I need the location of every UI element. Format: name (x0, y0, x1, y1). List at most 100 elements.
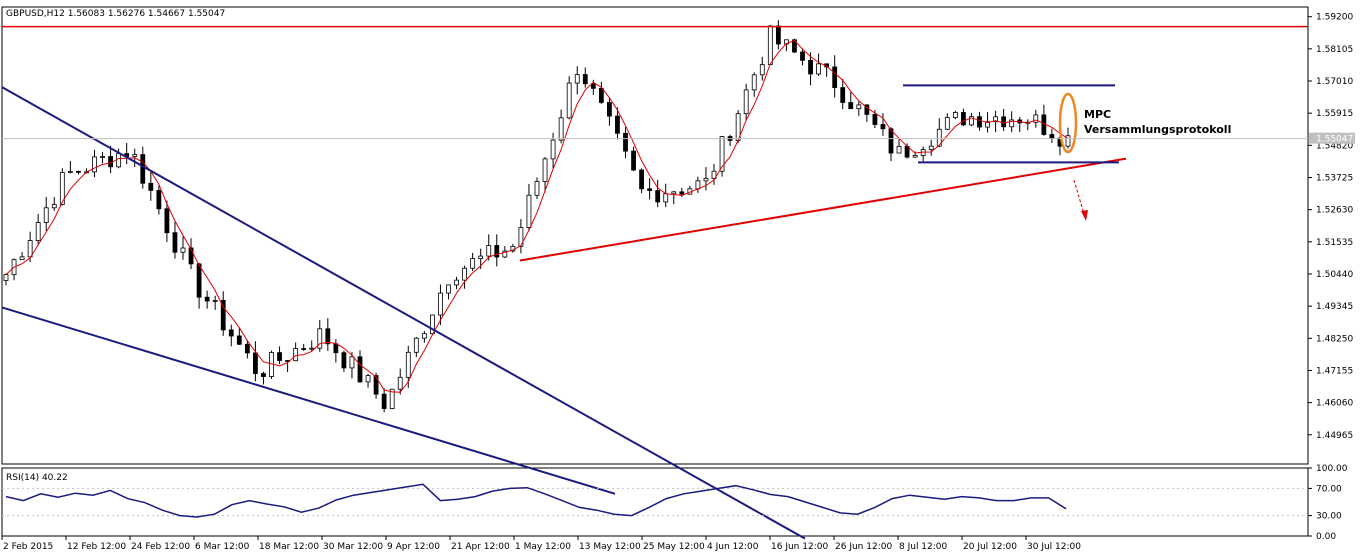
candle (309, 340, 315, 352)
candle (76, 170, 81, 175)
candle (1001, 108, 1007, 131)
candle (775, 20, 781, 50)
candle (759, 56, 765, 81)
candle-body (228, 329, 234, 337)
rsi-axis-label: 30.00 (1316, 512, 1342, 522)
candle (156, 185, 162, 215)
candle-body (647, 188, 653, 191)
candle-body (462, 267, 467, 281)
candle (293, 342, 299, 362)
candle (188, 238, 194, 270)
down-arrow-head (1081, 210, 1088, 221)
candle (558, 109, 564, 144)
candle (357, 350, 363, 383)
candle (695, 176, 701, 193)
candle (253, 341, 258, 382)
candle-body (446, 284, 451, 294)
candle-body (800, 51, 805, 61)
candle (534, 177, 540, 200)
candle (341, 350, 347, 372)
candle (212, 295, 218, 310)
candle (462, 265, 467, 289)
candle-body (566, 82, 572, 119)
candle-body (454, 279, 459, 286)
rsi-axis-label: 0.00 (1316, 532, 1336, 542)
candle (639, 168, 644, 194)
candle-body (631, 150, 636, 171)
candle-body (526, 194, 532, 228)
candle (952, 110, 958, 120)
candle-body (357, 356, 363, 383)
candle-body (1065, 135, 1071, 147)
candle-body (100, 156, 105, 158)
candle-body (325, 328, 331, 345)
candle-body (775, 25, 781, 45)
candle-body (51, 204, 57, 209)
candle-body (1033, 114, 1039, 123)
candle (832, 55, 838, 98)
candle-body (333, 343, 339, 354)
candle (888, 127, 894, 162)
candle (140, 146, 146, 189)
candle (751, 72, 757, 97)
candle-body (196, 263, 202, 298)
candle (767, 24, 773, 66)
annotation-mpc: MPC (1084, 108, 1111, 121)
time-axis-label: 9 Apr 12:00 (387, 542, 440, 552)
price-axis-label: 1.51535 (1316, 238, 1353, 248)
rising-support-line (519, 157, 1127, 262)
candle-body (253, 352, 258, 374)
time-axis-label: 30 Mar 12:00 (323, 542, 383, 552)
candle-body (695, 180, 701, 190)
candle (1033, 109, 1039, 128)
price-axis-label: 1.44965 (1316, 431, 1353, 441)
candle (816, 53, 821, 76)
candle-body (792, 39, 797, 53)
candle-body (405, 351, 411, 378)
time-axis-label: 13 May 12:00 (579, 542, 641, 552)
candle (236, 327, 242, 345)
candle-body (156, 190, 162, 210)
candle (325, 318, 331, 351)
candle (647, 177, 653, 200)
candle-body (977, 116, 982, 128)
time-axis-label: 30 Jul 12:00 (1027, 542, 1081, 552)
candle-body (542, 158, 548, 182)
candle-body (607, 102, 612, 117)
candle (920, 146, 926, 162)
candle (486, 234, 492, 261)
candle-body (389, 388, 395, 409)
candle (454, 276, 459, 289)
candle (993, 110, 998, 133)
candle-body (438, 292, 443, 316)
candle-body (92, 156, 97, 173)
candle (59, 168, 65, 206)
candle-body (743, 89, 749, 115)
candle (1017, 116, 1023, 133)
candle (566, 76, 572, 120)
candle-body (558, 117, 564, 141)
candle-body (373, 375, 379, 395)
candle-body (969, 116, 974, 126)
candle-body (550, 139, 556, 160)
highlight-ellipse (1058, 92, 1078, 154)
time-axis-label: 4 Jun 12:00 (707, 542, 759, 552)
candle (1049, 128, 1055, 144)
candle-body (116, 153, 122, 168)
time-axis-label: 20 Jul 12:00 (963, 542, 1017, 552)
candle-body (3, 274, 9, 281)
candle-body (301, 348, 307, 350)
candle-body (961, 112, 966, 126)
candle-body (719, 136, 725, 172)
rsi-axis-label: 70.00 (1316, 484, 1342, 494)
candle-body (1009, 119, 1015, 128)
candle-body (767, 25, 773, 66)
candle-body (671, 191, 677, 195)
candle (67, 161, 73, 174)
down-arrow-shaft (1073, 179, 1085, 215)
candle-body (413, 337, 419, 353)
candle (944, 113, 950, 131)
candle-body (663, 193, 669, 203)
candle-body (808, 59, 813, 75)
